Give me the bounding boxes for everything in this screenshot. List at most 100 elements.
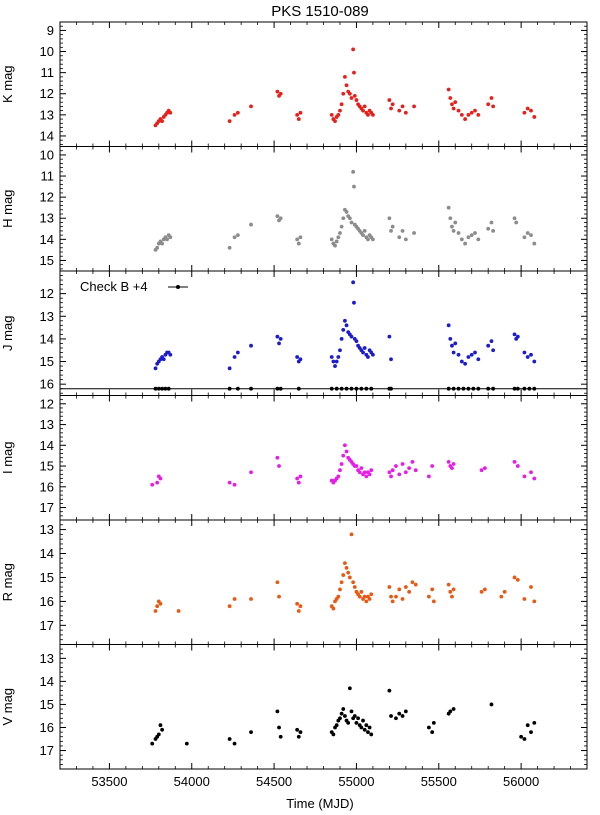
data-point <box>456 352 461 357</box>
data-point <box>156 386 161 391</box>
data-point <box>410 460 415 464</box>
data-point <box>463 241 468 246</box>
data-point <box>489 96 494 100</box>
data-point <box>338 231 342 235</box>
data-point <box>400 462 405 466</box>
y-tick-label: 13 <box>40 522 54 537</box>
data-point <box>235 233 240 238</box>
data-point <box>232 597 237 601</box>
data-point <box>349 386 354 391</box>
data-point <box>451 462 456 466</box>
data-point <box>161 357 166 362</box>
data-point <box>347 575 352 580</box>
data-point <box>338 468 342 473</box>
y-tick-label: 12 <box>40 286 54 301</box>
data-point <box>486 343 491 348</box>
data-point <box>277 725 281 730</box>
data-point <box>329 112 334 117</box>
data-point <box>333 243 337 248</box>
data-point <box>448 709 453 714</box>
data-point <box>359 386 364 391</box>
data-point <box>522 737 527 741</box>
data-point <box>471 386 476 391</box>
panel-frame <box>59 21 588 147</box>
data-point <box>160 386 165 391</box>
data-point <box>371 237 375 242</box>
data-point <box>339 462 344 466</box>
data-point <box>400 229 405 233</box>
data-point <box>354 720 359 725</box>
data-point <box>369 592 374 597</box>
data-point <box>369 732 374 737</box>
data-point <box>166 386 171 391</box>
data-point <box>278 91 283 96</box>
data-point <box>397 235 402 240</box>
y-tick-label: 13 <box>40 651 54 666</box>
y-tick-label: 14 <box>40 546 54 561</box>
x-tick-label: 53500 <box>91 774 127 789</box>
data-point <box>346 720 351 725</box>
data-point <box>336 112 341 117</box>
data-point <box>491 104 496 109</box>
data-point <box>522 235 527 240</box>
data-point <box>453 100 458 105</box>
data-point <box>336 594 341 599</box>
data-point <box>351 280 356 285</box>
data-point <box>387 470 392 475</box>
data-point <box>277 464 281 468</box>
data-point <box>362 104 367 109</box>
y-tick-label: 15 <box>40 253 54 268</box>
data-point <box>410 580 415 585</box>
data-point <box>331 732 336 737</box>
y-tick-label: 12 <box>40 190 54 205</box>
data-point <box>451 106 456 111</box>
data-point <box>369 386 374 391</box>
data-point <box>367 472 372 477</box>
data-point <box>397 587 402 592</box>
data-point <box>451 386 456 391</box>
data-point <box>295 601 300 606</box>
data-point <box>450 594 454 599</box>
data-point <box>525 106 530 111</box>
data-point <box>296 734 301 739</box>
panel-frame <box>59 395 588 521</box>
data-point <box>160 241 165 246</box>
y-tick-label: 15 <box>40 459 54 474</box>
data-point <box>339 386 344 391</box>
data-point <box>389 594 393 599</box>
data-point <box>514 220 519 225</box>
data-point <box>362 727 367 732</box>
data-point <box>361 233 365 238</box>
data-point <box>525 723 530 728</box>
data-point <box>387 98 392 102</box>
data-point <box>451 587 456 592</box>
data-point <box>532 115 537 119</box>
data-point <box>456 108 461 113</box>
data-point <box>338 348 342 353</box>
data-point <box>336 474 341 479</box>
data-point <box>249 104 253 109</box>
data-point <box>515 577 520 582</box>
y-tick-label: 17 <box>40 743 54 758</box>
data-point <box>413 468 418 473</box>
data-point <box>371 112 375 117</box>
data-point <box>529 730 533 735</box>
data-point <box>158 723 163 728</box>
data-point <box>431 720 436 725</box>
data-point <box>227 245 232 250</box>
data-point <box>344 565 349 570</box>
y-tick-label: 16 <box>40 594 54 609</box>
data-point <box>150 741 155 746</box>
data-point <box>427 594 431 599</box>
data-point <box>397 472 402 477</box>
data-point <box>473 350 477 355</box>
data-point <box>275 334 280 339</box>
data-point <box>450 224 454 229</box>
data-point <box>295 727 300 732</box>
data-point <box>343 714 347 718</box>
data-point <box>366 237 370 242</box>
data-point <box>338 587 342 592</box>
data-point <box>298 474 303 479</box>
data-point <box>389 474 393 479</box>
